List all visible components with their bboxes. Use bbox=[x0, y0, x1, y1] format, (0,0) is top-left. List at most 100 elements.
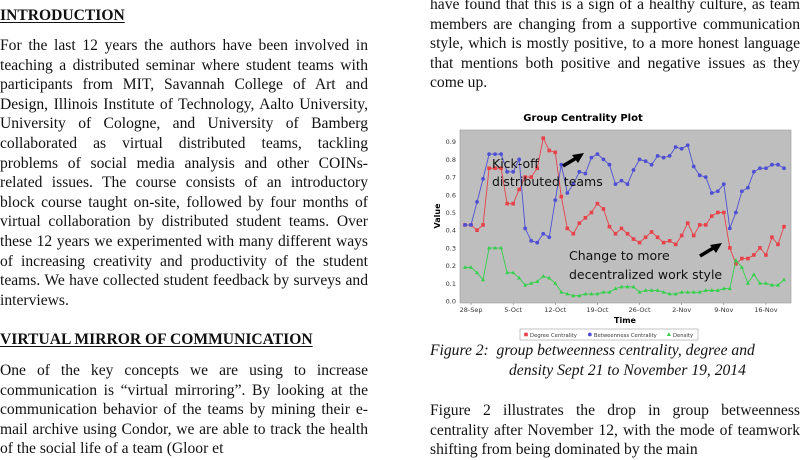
data-point bbox=[577, 221, 582, 225]
data-point bbox=[673, 242, 678, 247]
data-point bbox=[733, 258, 738, 262]
right-bottom-paragraph: Figure 2 illustrates the drop in group b… bbox=[430, 402, 800, 459]
data-point bbox=[517, 157, 522, 162]
data-point bbox=[625, 182, 630, 187]
y-tick-label: 0.8 bbox=[446, 156, 456, 164]
data-point bbox=[589, 155, 594, 160]
data-point bbox=[595, 152, 600, 156]
y-axis-label: Value bbox=[433, 203, 442, 229]
data-point bbox=[559, 289, 564, 294]
introduction-heading: INTRODUCTION bbox=[0, 7, 125, 24]
data-point bbox=[511, 169, 516, 174]
x-tick-label: 9-Nov bbox=[714, 306, 733, 314]
data-point bbox=[709, 288, 714, 292]
data-point bbox=[613, 231, 618, 236]
series-density bbox=[463, 245, 786, 298]
data-point bbox=[535, 240, 540, 245]
data-point bbox=[703, 175, 708, 180]
data-point bbox=[740, 256, 744, 261]
x-tick-label: 16-Nov bbox=[754, 306, 777, 314]
data-point bbox=[721, 182, 726, 187]
y-tick-label: 0.0 bbox=[446, 298, 456, 306]
data-point bbox=[553, 150, 558, 155]
data-point bbox=[529, 281, 534, 285]
data-point bbox=[655, 288, 660, 292]
data-point bbox=[757, 281, 762, 285]
data-point bbox=[715, 288, 720, 292]
data-point bbox=[553, 198, 558, 203]
series-betweenness-centrality bbox=[463, 143, 786, 245]
data-point bbox=[553, 281, 558, 285]
data-point bbox=[727, 226, 732, 231]
x-axis-label: Time bbox=[614, 316, 637, 325]
data-point bbox=[734, 262, 738, 266]
data-point bbox=[655, 235, 660, 240]
data-point bbox=[625, 231, 630, 236]
data-point bbox=[721, 286, 726, 291]
data-point bbox=[577, 169, 582, 174]
data-point bbox=[511, 270, 516, 275]
data-point bbox=[746, 256, 750, 261]
introduction-paragraph: For the last 12 years the authors have b… bbox=[0, 37, 368, 309]
data-point bbox=[758, 246, 762, 250]
data-point bbox=[739, 265, 744, 269]
chart-title: Group Centrality Plot bbox=[523, 113, 643, 124]
data-point bbox=[607, 162, 612, 167]
data-point bbox=[667, 153, 672, 158]
data-point bbox=[643, 288, 648, 292]
virtual-mirror-heading: VIRTUAL MIRROR OF COMMUNICATION bbox=[0, 331, 313, 348]
data-point bbox=[493, 245, 498, 250]
data-point bbox=[782, 277, 786, 282]
data-point bbox=[583, 291, 588, 296]
data-point bbox=[607, 224, 612, 229]
x-tick-label: 19-Oct bbox=[586, 306, 608, 314]
data-point bbox=[607, 289, 612, 294]
data-point bbox=[523, 175, 527, 179]
data-point bbox=[751, 272, 756, 276]
data-point bbox=[763, 281, 768, 285]
annotation-kickoff: Kick-off distributed teams bbox=[492, 156, 603, 189]
legend-box bbox=[519, 328, 699, 341]
data-point bbox=[613, 286, 618, 291]
data-point bbox=[752, 253, 756, 257]
data-point bbox=[655, 153, 660, 158]
data-point bbox=[631, 237, 636, 241]
data-point bbox=[679, 146, 684, 151]
data-point bbox=[619, 178, 624, 183]
data-point bbox=[529, 175, 534, 179]
data-point bbox=[769, 282, 774, 287]
annotation-kickoff-line2: distributed teams bbox=[492, 174, 603, 189]
data-point bbox=[541, 274, 546, 278]
data-point bbox=[715, 189, 720, 194]
y-tick-label: 0.4 bbox=[446, 227, 456, 235]
data-point bbox=[679, 289, 684, 294]
data-point bbox=[770, 235, 774, 240]
data-point bbox=[475, 270, 480, 275]
data-point bbox=[505, 201, 509, 206]
virtual-mirror-paragraph: One of the key concepts we are using to … bbox=[0, 362, 368, 458]
data-point bbox=[481, 277, 486, 282]
data-point bbox=[709, 191, 714, 195]
data-point bbox=[463, 222, 467, 227]
annotation-decentralized-line2: decentralized work style bbox=[569, 267, 722, 282]
data-point bbox=[685, 289, 690, 294]
data-point bbox=[666, 332, 671, 336]
chart-legend: Degree Centrality Betweenness Centrality D… bbox=[519, 328, 699, 341]
figure-caption: Figure 2: group betweenness centrality, … bbox=[430, 341, 800, 380]
data-point bbox=[601, 157, 606, 162]
data-point bbox=[679, 233, 684, 238]
data-point bbox=[493, 166, 497, 171]
data-point bbox=[571, 182, 576, 187]
data-point bbox=[758, 166, 762, 171]
data-point bbox=[571, 293, 576, 298]
data-point bbox=[559, 194, 564, 199]
data-point bbox=[493, 152, 497, 156]
arrow-icon-decentralized bbox=[699, 243, 722, 258]
data-point bbox=[589, 291, 594, 296]
data-point bbox=[469, 265, 474, 269]
data-point bbox=[715, 210, 720, 215]
data-point bbox=[661, 155, 666, 160]
data-point bbox=[541, 136, 546, 140]
data-point bbox=[481, 223, 485, 227]
data-point bbox=[499, 152, 504, 156]
